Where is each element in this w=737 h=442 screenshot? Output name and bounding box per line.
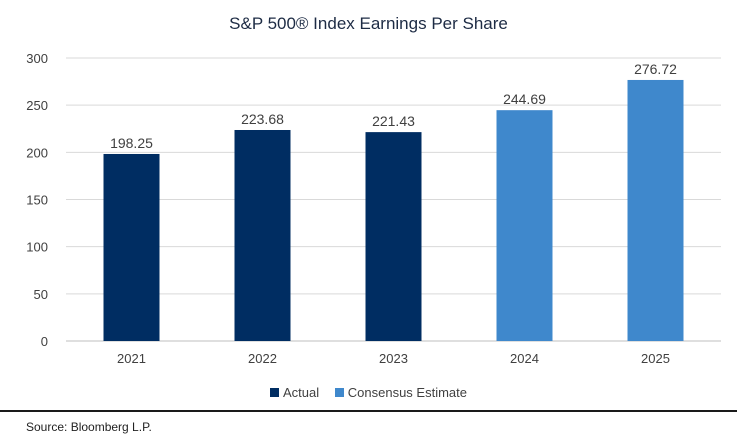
y-tick-label-100: 100 — [26, 240, 48, 255]
y-tick-label-300: 300 — [26, 51, 48, 66]
bar-2025 — [627, 79, 684, 341]
y-tick-label-250: 250 — [26, 98, 48, 113]
x-tick-label-2025: 2025 — [641, 351, 670, 366]
legend-swatch-consensus-estimate — [334, 388, 344, 397]
y-axis-ticks: 0 50 100 150 200 250 300 — [26, 51, 48, 349]
data-label-2023: 221.43 — [372, 113, 415, 129]
y-tick-label-0: 0 — [41, 334, 48, 349]
x-tick-label-2024: 2024 — [510, 351, 539, 366]
legend-item-consensus-estimate: Consensus Estimate — [334, 385, 467, 400]
legend-label-consensus-estimate: Consensus Estimate — [347, 385, 467, 400]
x-tick-label-2023: 2023 — [379, 351, 408, 366]
chart-title: S&P 500® Index Earnings Per Share — [229, 14, 508, 33]
data-label-2024: 244.69 — [503, 91, 546, 107]
legend-swatch-actual — [270, 388, 279, 397]
data-label-2022: 223.68 — [241, 111, 284, 127]
y-tick-label-50: 50 — [34, 287, 48, 302]
data-labels: 198.25 223.68 221.43 244.69 276.72 — [110, 61, 677, 151]
bar-2023 — [365, 132, 422, 341]
legend-item-actual: Actual — [270, 385, 319, 400]
bar-2021 — [103, 153, 160, 341]
source-note: Source: Bloomberg L.P. — [26, 420, 152, 434]
x-tick-label-2021: 2021 — [117, 351, 146, 366]
y-tick-label-150: 150 — [26, 193, 48, 208]
bars — [103, 79, 684, 341]
data-label-2025: 276.72 — [634, 61, 677, 77]
bar-chart: 0 50 100 150 200 250 300 198.25 223.68 221.43 244… — [26, 51, 721, 366]
bar-2024 — [496, 110, 553, 341]
legend-label-actual: Actual — [283, 385, 320, 400]
bar-2022 — [234, 129, 291, 341]
data-label-2021: 198.25 — [110, 135, 153, 151]
x-axis-ticks: 2021 2022 2023 2024 2025 — [117, 351, 670, 366]
chart-frame: S&P 500® Index Earnings Per Share 0 50 100… — [0, 14, 737, 412]
x-tick-label-2022: 2022 — [248, 351, 277, 366]
y-tick-label-200: 200 — [26, 145, 48, 160]
legend: Actual Consensus Estimate — [0, 385, 737, 400]
